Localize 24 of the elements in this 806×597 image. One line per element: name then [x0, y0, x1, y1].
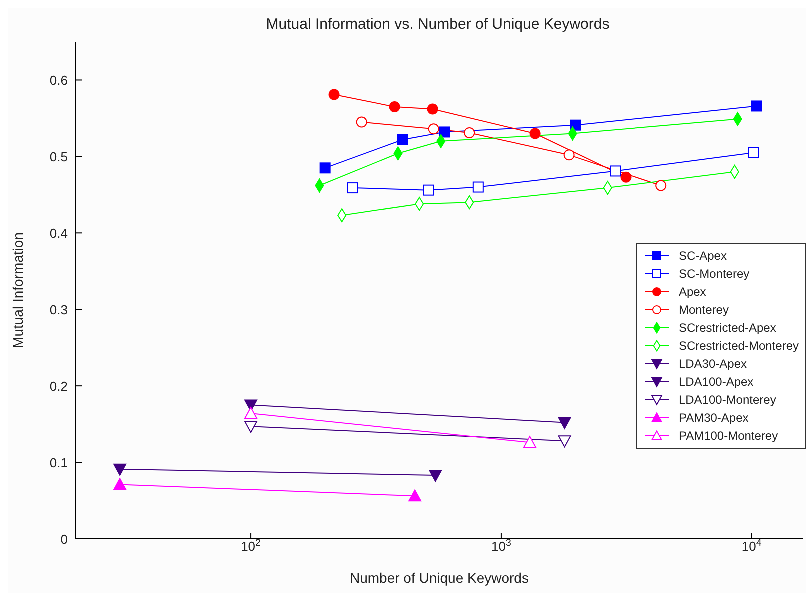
x-tick-label: 10$^{2}$ — [241, 538, 261, 554]
legend-label: LDA30-Apex — [678, 357, 747, 371]
legend-label: SC-Apex — [678, 249, 727, 263]
y-tick-label: 0.4 — [50, 226, 68, 242]
chart-title: Mutual Information vs. Number of Unique Keywords — [265, 16, 611, 33]
legend-label: SC-Monterey — [678, 267, 750, 281]
y-tick-label: 0.3 — [50, 302, 68, 318]
x-tick-label: 10$^{3}$ — [492, 538, 512, 554]
legend-label: Monterey — [678, 303, 729, 317]
y-tick-label: 0.1 — [50, 456, 68, 471]
legend-label: LDA100-Monterey — [678, 393, 776, 407]
x-tick-label: 10$^{4}$ — [742, 538, 762, 554]
legend-label: SCrestricted-Monterey — [678, 339, 799, 353]
y-tick-label: 0.5 — [50, 150, 68, 165]
legend-label: Apex — [678, 285, 706, 299]
legend-label: LDA100-Apex — [678, 375, 754, 389]
y-tick-label: 0 — [60, 532, 68, 547]
legend-label: SCrestricted-Apex — [678, 321, 776, 335]
y-axis-title: Mutual Information — [10, 232, 26, 348]
y-tick-label: 0.6 — [50, 73, 68, 88]
legend-label: PAM30-Apex — [678, 411, 749, 425]
legend-label: PAM100-Monterey — [678, 429, 778, 443]
x-axis-title: Number of Unique Keywords — [350, 570, 529, 586]
y-tick-label: 0.2 — [50, 379, 68, 394]
